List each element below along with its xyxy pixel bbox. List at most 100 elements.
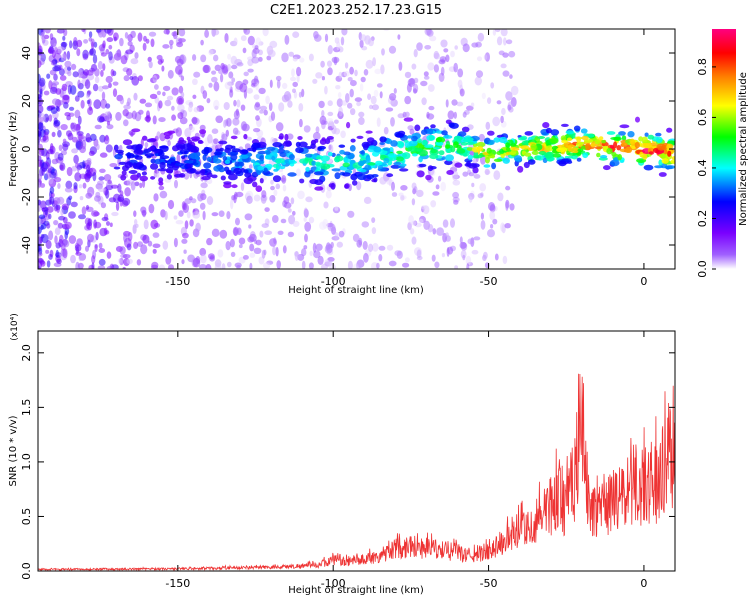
- ridge-blob: [158, 151, 165, 157]
- ridge-blob: [488, 139, 495, 145]
- ridge-blob: [629, 138, 635, 145]
- ridge-blob: [600, 155, 608, 159]
- ridge-blob: [644, 132, 649, 137]
- ridge-blob: [411, 135, 418, 142]
- y-tick-label: 1.0: [20, 453, 33, 471]
- ridge-blob: [658, 172, 667, 177]
- ridge-blob: [132, 162, 137, 169]
- ridge-blob: [237, 158, 243, 162]
- ridge-blob: [314, 138, 319, 143]
- ridge-blob: [545, 145, 554, 152]
- ridge-blob: [414, 124, 421, 132]
- ridge-blob: [113, 166, 121, 170]
- ridge-blob: [618, 131, 626, 136]
- ridge-blob: [399, 163, 407, 167]
- ridge-blob: [314, 186, 324, 191]
- ridge-blob: [421, 139, 429, 146]
- x-tick-label: -50: [480, 275, 498, 288]
- ridge-blob: [606, 147, 613, 155]
- ridge-blob: [430, 148, 438, 154]
- ridge-blob: [450, 146, 456, 153]
- snr-x-axis: -150 -100 -50 0: [165, 331, 647, 590]
- ridge-blob: [233, 167, 242, 175]
- y-tick-label: -40: [20, 236, 33, 254]
- ridge-blob: [264, 154, 271, 160]
- ridge-blob: [617, 154, 622, 161]
- ridge-blob: [334, 155, 344, 162]
- ridge-blob: [427, 165, 434, 172]
- ridge-blob: [621, 142, 628, 147]
- ridge-blob: [449, 122, 459, 129]
- snr-series-line: [38, 373, 675, 571]
- ridge-blob: [485, 156, 490, 164]
- ridge-blob: [191, 146, 200, 153]
- ridge-blob: [189, 168, 197, 174]
- ridge-blob: [642, 136, 648, 143]
- ridge-blob: [150, 176, 156, 180]
- ridge-blob: [512, 147, 520, 151]
- snr-frame: [37, 330, 676, 572]
- colorbar: 0.0 0.2 0.4 0.6 0.8 Normalized spectral ampl…: [696, 29, 749, 278]
- ridge-blob: [133, 149, 142, 153]
- ridge-blob: [582, 152, 589, 159]
- ridge-blob: [657, 146, 665, 151]
- ridge-blob: [118, 161, 127, 165]
- ridge-blob: [334, 172, 341, 180]
- ridge-blob: [239, 161, 245, 167]
- ridge-blob: [177, 139, 187, 145]
- ridge-blob: [315, 156, 322, 160]
- ridge-blob: [264, 163, 273, 169]
- ridge-blob: [453, 141, 459, 149]
- ridge-blob: [453, 135, 463, 141]
- ridge-blob: [596, 152, 601, 158]
- ridge-blob: [366, 174, 375, 180]
- figure-title: C2E1.2023.252.17.23.G15: [270, 3, 442, 18]
- ridge-blob: [167, 130, 176, 134]
- ridge-blob: [561, 139, 568, 144]
- ridge-blob: [243, 133, 248, 140]
- ridge-blob: [321, 137, 326, 142]
- ridge-blob: [358, 160, 365, 167]
- ridge-blob: [271, 155, 276, 161]
- ridge-blob: [184, 160, 194, 164]
- ridge-blob: [266, 146, 276, 151]
- ridge-blob: [338, 144, 346, 148]
- ridge-blob: [273, 168, 279, 172]
- ridge-blob: [570, 147, 580, 154]
- ridge-blob: [284, 133, 289, 141]
- ridge-blob: [128, 170, 138, 174]
- ridge-blob: [149, 146, 155, 151]
- y-tick-label: 0: [20, 146, 33, 153]
- ridge-blob: [314, 179, 324, 186]
- ridge-blob: [601, 139, 606, 144]
- ridge-blob: [218, 167, 225, 173]
- spectrogram-panel: -150 -100 -50 0 -40 -20 0 20 40 Height of strai…: [8, 28, 749, 296]
- ridge-blob: [428, 128, 434, 135]
- ridge-blob: [150, 163, 159, 170]
- y-tick-label: 0.0: [20, 562, 33, 580]
- ridge-blob: [544, 152, 553, 159]
- ridge-blob: [154, 158, 162, 165]
- ridge-blob: [576, 136, 581, 144]
- ridge-blob: [202, 154, 207, 161]
- ridge-blob: [467, 154, 473, 160]
- ridge-blob: [299, 178, 305, 184]
- ridge-blob: [424, 144, 434, 149]
- ridge-blob: [361, 141, 370, 148]
- ridge-blob: [283, 150, 290, 154]
- ridge-blob: [444, 144, 451, 150]
- ridge-blob: [339, 149, 345, 155]
- ridge-blob: [375, 149, 381, 153]
- spectrogram-marks: [38, 29, 675, 269]
- colorbar-tick-label: 0.4: [696, 159, 709, 177]
- ridge-blob: [359, 150, 365, 155]
- colorbar-tick-label: 0.0: [696, 260, 709, 278]
- ridge-blob: [126, 145, 134, 150]
- ridge-blob: [473, 151, 479, 157]
- ridge-blob: [552, 153, 562, 158]
- ridge-blob: [379, 136, 387, 143]
- ridge-blob: [158, 181, 164, 186]
- ridge-blob: [243, 177, 253, 185]
- ridge-blob: [666, 143, 671, 150]
